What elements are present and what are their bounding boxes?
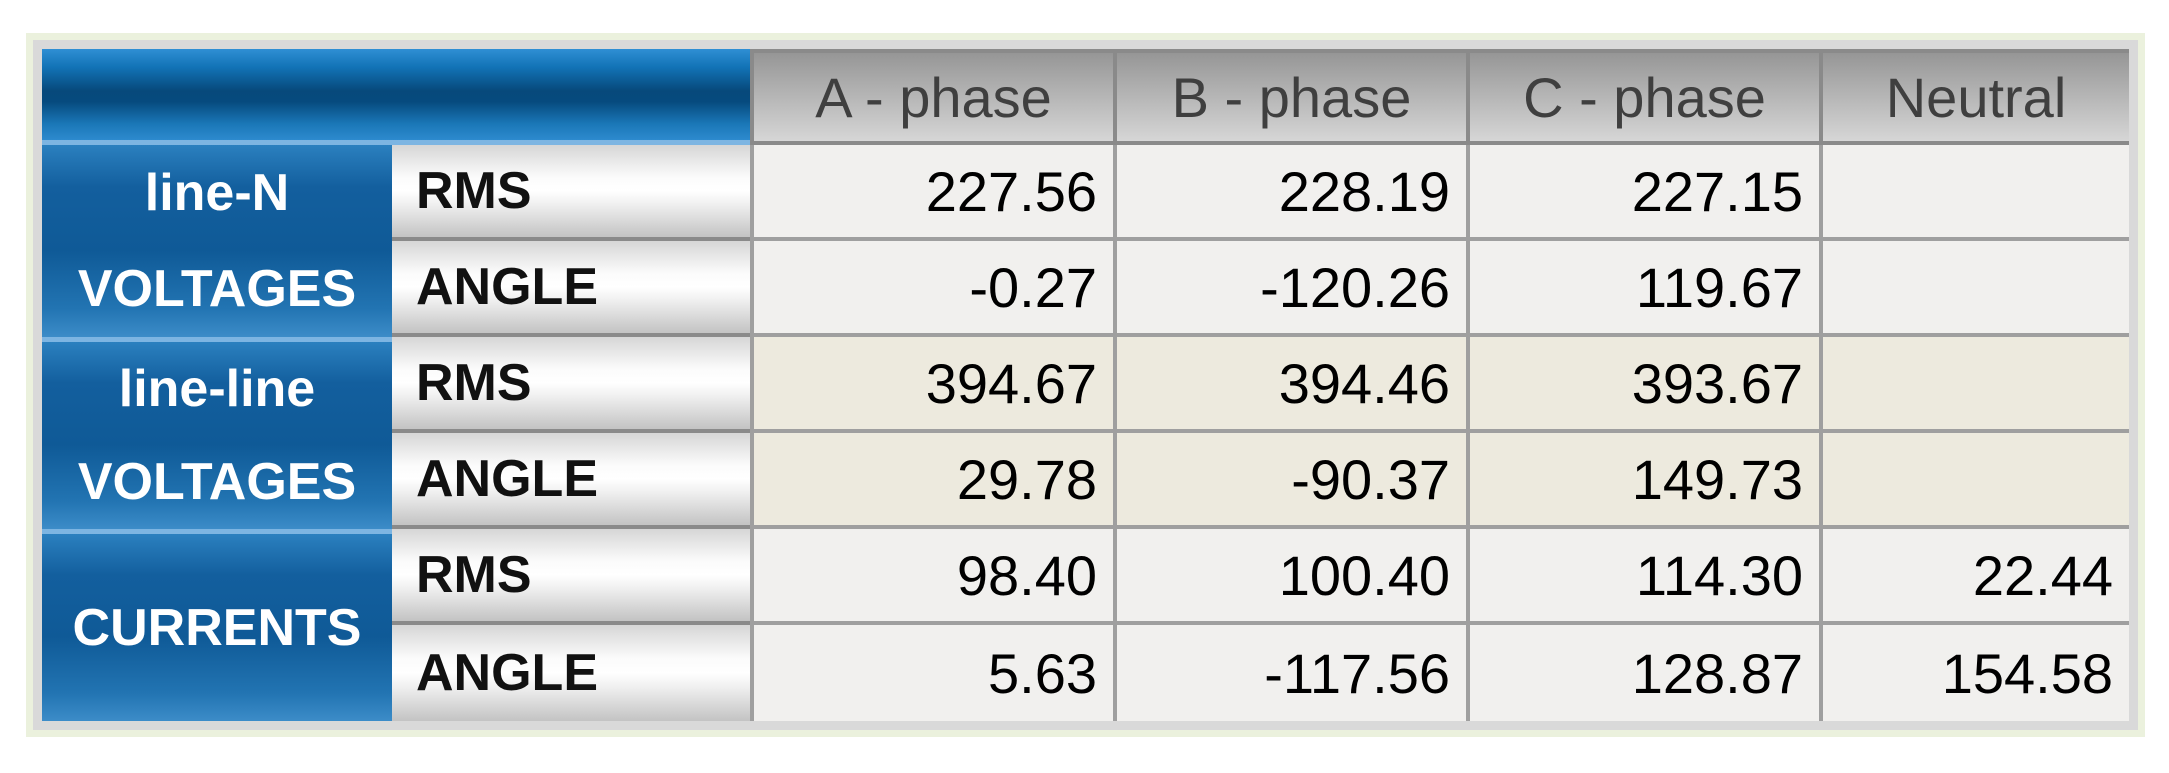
corner-header-cell xyxy=(42,49,750,145)
row-header-rms: RMS xyxy=(392,529,750,625)
value-cell xyxy=(1819,241,2129,337)
value-cell: 227.56 xyxy=(750,145,1113,241)
value-cell: 5.63 xyxy=(750,625,1113,721)
table-frame: A - phase B - phase C - phase Neutral li… xyxy=(33,40,2138,730)
value-cell: 393.67 xyxy=(1466,337,1819,433)
measurements-table: A - phase B - phase C - phase Neutral li… xyxy=(42,49,2129,721)
value-cell xyxy=(1819,145,2129,241)
row-group-line-line-voltages: line-line VOLTAGES xyxy=(42,337,392,529)
value-cell: 22.44 xyxy=(1819,529,2129,625)
row-group-currents: CURRENTS xyxy=(42,529,392,721)
value-cell: 98.40 xyxy=(750,529,1113,625)
column-header-neutral: Neutral xyxy=(1819,49,2129,145)
value-cell: 227.15 xyxy=(1466,145,1819,241)
value-cell: -120.26 xyxy=(1113,241,1466,337)
value-cell: 119.67 xyxy=(1466,241,1819,337)
measurements-panel: A - phase B - phase C - phase Neutral li… xyxy=(26,33,2145,737)
column-header-a-phase: A - phase xyxy=(750,49,1113,145)
value-cell: -90.37 xyxy=(1113,433,1466,529)
value-cell: 29.78 xyxy=(750,433,1113,529)
group-label-line: line-N xyxy=(144,164,290,222)
row-group-line-n-voltages: line-N VOLTAGES xyxy=(42,145,392,337)
column-header-b-phase: B - phase xyxy=(1113,49,1466,145)
value-cell: 228.19 xyxy=(1113,145,1466,241)
group-label-line: VOLTAGES xyxy=(77,453,357,512)
row-header-rms: RMS xyxy=(392,145,750,241)
value-cell: 154.58 xyxy=(1819,625,2129,721)
value-cell xyxy=(1819,337,2129,433)
value-cell: 149.73 xyxy=(1466,433,1819,529)
value-cell xyxy=(1819,433,2129,529)
group-label-line: VOLTAGES xyxy=(77,260,357,318)
value-cell: 394.67 xyxy=(750,337,1113,433)
value-cell: 100.40 xyxy=(1113,529,1466,625)
group-label-line: line-line xyxy=(118,359,316,418)
row-header-angle: ANGLE xyxy=(392,433,750,529)
value-cell: -0.27 xyxy=(750,241,1113,337)
row-header-angle: ANGLE xyxy=(392,625,750,721)
row-header-angle: ANGLE xyxy=(392,241,750,337)
row-header-rms: RMS xyxy=(392,337,750,433)
group-label-line: CURRENTS xyxy=(72,598,362,657)
value-cell: 114.30 xyxy=(1466,529,1819,625)
value-cell: 128.87 xyxy=(1466,625,1819,721)
column-header-c-phase: C - phase xyxy=(1466,49,1819,145)
value-cell: -117.56 xyxy=(1113,625,1466,721)
value-cell: 394.46 xyxy=(1113,337,1466,433)
